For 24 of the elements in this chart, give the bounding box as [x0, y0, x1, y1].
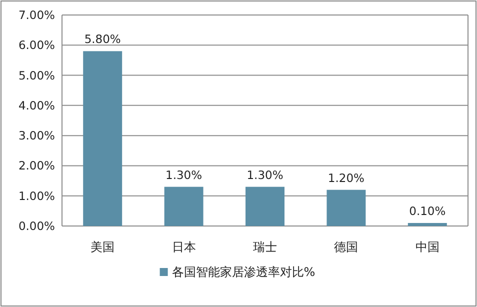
- data-label: 1.30%: [166, 168, 202, 182]
- x-tick-label: 瑞士: [253, 240, 277, 254]
- data-label: 1.20%: [328, 170, 365, 185]
- data-label: 0.10%: [409, 204, 446, 218]
- y-tick-label: 7.00%: [18, 8, 56, 22]
- y-tick-label: 6.00%: [18, 38, 56, 52]
- y-tick-label: 5.00%: [18, 68, 56, 82]
- y-tick-label: 1.00%: [18, 188, 56, 203]
- y-tick-label: 0.00%: [18, 219, 56, 233]
- x-tick-label: 日本: [172, 240, 196, 254]
- y-tick-label: 4.00%: [18, 98, 56, 112]
- data-label: 5.80%: [84, 32, 121, 46]
- x-tick-label: 德国: [334, 240, 358, 254]
- legend-label: 各国智能家居渗透率对比%: [172, 265, 316, 279]
- y-tick-label: 3.00%: [18, 128, 56, 143]
- x-tick-label: 中国: [415, 240, 440, 254]
- bar: [246, 186, 284, 226]
- data-label: 1.30%: [246, 168, 284, 182]
- x-tick-label: 美国: [90, 240, 115, 254]
- bar: [326, 190, 366, 226]
- y-tick-label: 2.00%: [18, 158, 56, 173]
- bar: [164, 186, 204, 226]
- bar: [408, 222, 447, 226]
- bar: [83, 51, 122, 226]
